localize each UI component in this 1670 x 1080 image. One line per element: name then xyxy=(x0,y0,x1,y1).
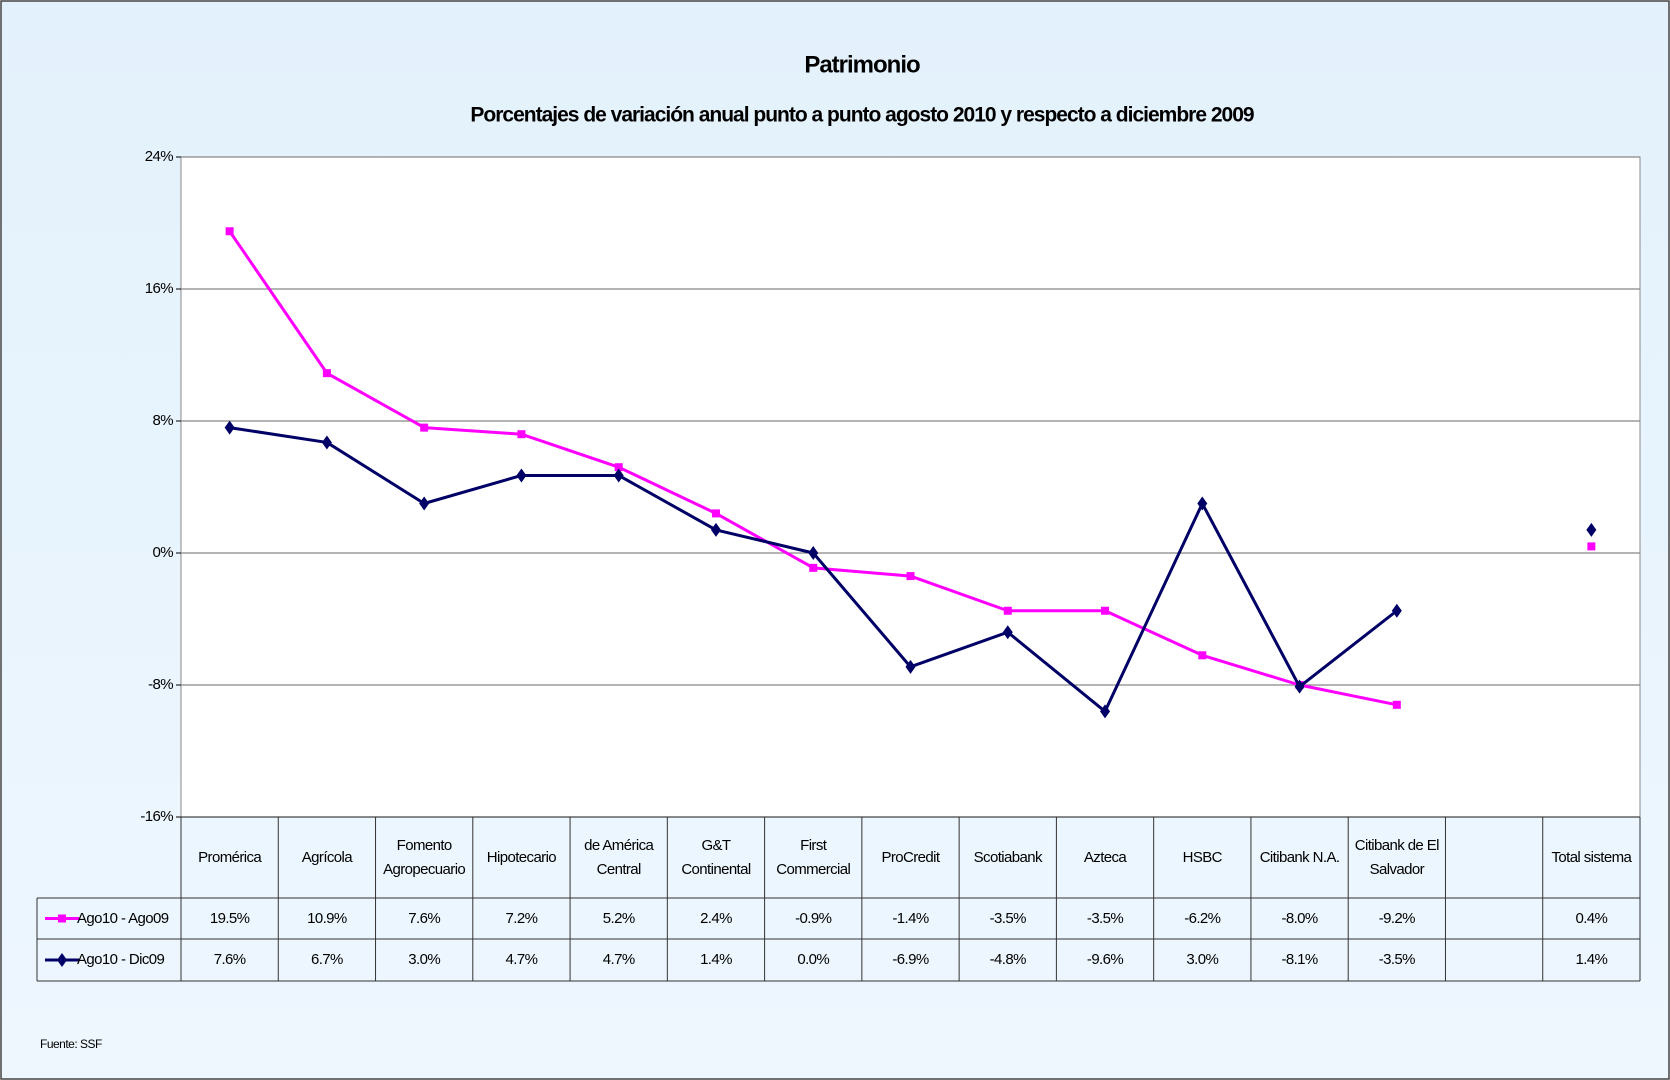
chart-subtitle: Porcentajes de variación anual punto a p… xyxy=(470,104,1253,127)
value-label: 1.4% xyxy=(700,951,732,969)
marker xyxy=(614,463,623,472)
x-tick-label: Citibank N.A. xyxy=(1259,848,1340,866)
value-label: 3.0% xyxy=(408,951,441,969)
value-label: -3.5% xyxy=(989,909,1027,927)
x-tick-label: Azteca xyxy=(1083,848,1127,866)
value-label: -9.6% xyxy=(1086,951,1124,969)
x-tick-label: G&T Continental xyxy=(681,837,751,878)
legend-marker xyxy=(58,914,66,923)
marker xyxy=(224,420,235,435)
marker xyxy=(1587,542,1596,551)
x-tick-label: Citibank de El Salvador xyxy=(1354,837,1440,878)
value-label: 19.5% xyxy=(209,909,250,927)
x-tick-label: de América Central xyxy=(584,837,654,878)
marker xyxy=(321,435,332,450)
x-tick-label: Promérica xyxy=(198,848,262,866)
value-label: 2.4% xyxy=(700,909,732,927)
marker xyxy=(1002,625,1013,640)
x-tick-label: HSBC xyxy=(1182,848,1223,866)
value-label: 7.6% xyxy=(213,951,246,969)
value-label: 5.2% xyxy=(602,909,635,927)
value-label: -9.2% xyxy=(1378,909,1416,927)
value-label: 10.9% xyxy=(307,909,347,927)
value-label: -8.0% xyxy=(1281,909,1318,927)
marker xyxy=(906,572,915,581)
value-label: -3.5% xyxy=(1086,909,1124,927)
marker xyxy=(516,468,527,483)
x-tick-label: Fomento Agropecuario xyxy=(383,837,466,878)
value-label: -6.2% xyxy=(1184,909,1221,927)
legend-label: Ago10 - Ago09 xyxy=(77,909,169,927)
value-label: -6.9% xyxy=(892,951,929,969)
marker xyxy=(1003,606,1012,615)
marker xyxy=(1100,704,1111,719)
marker xyxy=(809,563,818,572)
x-tick-label: First Commercial xyxy=(776,837,851,878)
marker xyxy=(517,430,526,439)
marker xyxy=(905,659,916,674)
marker xyxy=(420,423,429,432)
marker xyxy=(225,227,234,236)
value-label: 4.7% xyxy=(505,951,538,969)
legend-marker xyxy=(57,953,67,967)
source-note: Fuente: SSF xyxy=(40,1037,102,1051)
marker xyxy=(1197,496,1208,511)
marker xyxy=(1294,679,1305,694)
value-label: 4.7% xyxy=(602,951,635,969)
x-tick-label: Scotiabank xyxy=(973,848,1043,866)
y-tick-label: 16% xyxy=(145,280,173,297)
value-label: -8.1% xyxy=(1281,951,1318,969)
value-label: 7.6% xyxy=(408,909,441,927)
value-label: 3.0% xyxy=(1186,951,1219,969)
value-label: -3.5% xyxy=(1378,951,1416,969)
marker xyxy=(711,509,720,518)
legend-label: Ago10 - Dic09 xyxy=(77,951,165,969)
marker xyxy=(1586,522,1597,537)
marker xyxy=(419,496,430,511)
value-label: 0.0% xyxy=(797,951,830,969)
y-tick-label: 8% xyxy=(153,412,174,429)
marker xyxy=(322,369,331,378)
x-tick-label: ProCredit xyxy=(881,848,941,866)
marker xyxy=(1198,651,1207,660)
chart-title: Patrimonio xyxy=(804,51,920,78)
marker xyxy=(710,522,721,537)
y-tick-label: 0% xyxy=(153,544,174,561)
marker xyxy=(1391,603,1402,618)
marker xyxy=(1101,606,1110,615)
y-tick-label: -16% xyxy=(140,808,173,825)
marker xyxy=(613,468,624,483)
value-label: 7.2% xyxy=(505,909,538,927)
value-label: 0.4% xyxy=(1575,909,1608,927)
value-label: -0.9% xyxy=(795,909,832,927)
marker xyxy=(1392,700,1401,709)
marker xyxy=(808,546,819,560)
value-label: -1.4% xyxy=(892,909,929,927)
value-label: 1.4% xyxy=(1575,951,1608,969)
y-tick-label: -8% xyxy=(148,676,173,693)
x-tick-label: Hipotecario xyxy=(486,848,557,866)
y-tick-label: 24% xyxy=(145,148,173,165)
x-tick-label: Total sistema xyxy=(1551,848,1632,866)
value-label: 6.7% xyxy=(311,951,343,969)
value-label: -4.8% xyxy=(989,951,1027,969)
x-tick-label: Agrícola xyxy=(301,848,353,866)
